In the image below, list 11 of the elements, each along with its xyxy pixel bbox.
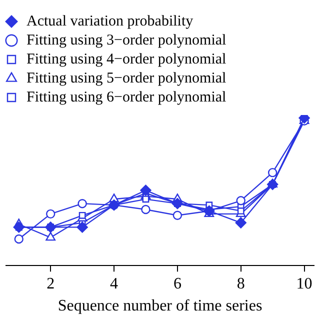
legend-label: Fitting using 3−order polynomial <box>26 32 226 48</box>
x-axis-title: Sequence number of time series <box>58 298 262 315</box>
legend-label: Fitting using 4−order polynomial <box>26 51 226 68</box>
legend-label: Actual variation probability <box>26 13 194 30</box>
legend-label: Fitting using 5−order polynomial <box>26 70 226 86</box>
x-tick-label: 10 <box>296 275 312 292</box>
legend-label: Fitting using 6−order polynomial <box>26 89 226 106</box>
x-tick-label: 8 <box>236 275 245 292</box>
x-tick-label: 6 <box>173 275 182 292</box>
x-tick-label: 2 <box>46 275 55 292</box>
x-tick-label: 4 <box>110 275 118 292</box>
